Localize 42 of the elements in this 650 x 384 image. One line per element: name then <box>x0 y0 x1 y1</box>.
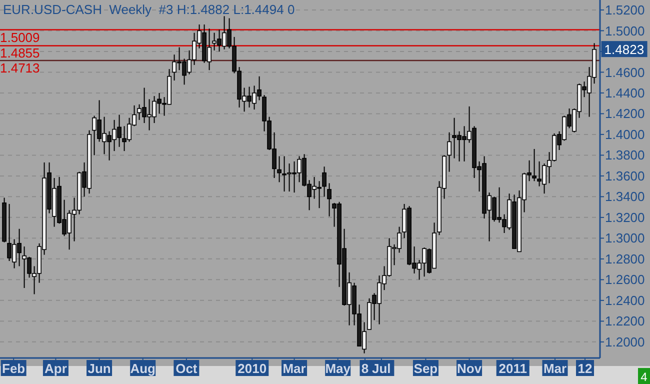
y-tick-label: 1.4200 <box>605 106 645 122</box>
candlestick <box>447 132 452 172</box>
x-tick-label: Jun <box>88 361 111 376</box>
y-tick-label: 1.2600 <box>605 272 645 288</box>
ref-line-label: 1.4855 <box>0 46 40 61</box>
x-tick-label: May <box>325 361 352 376</box>
chart-title: EUR.USD-CASH Weekly #3 H:1.4882 L:1.4494 0 <box>3 2 295 17</box>
y-tick-label: 1.4000 <box>605 126 645 142</box>
x-tick-label: 2010 <box>238 361 267 376</box>
x-tick-label: Apr <box>44 361 67 376</box>
candlestick <box>322 166 326 198</box>
text: 4 <box>640 370 648 384</box>
x-tick-label: Jul <box>372 361 391 376</box>
ref-line-label: 1.5009 <box>0 30 40 45</box>
annotation: 1.4823 <box>604 42 644 58</box>
x-tick-label: 12 <box>578 361 592 376</box>
y-tick-label: 1.2200 <box>605 314 645 329</box>
x-tick-label: Nov <box>457 361 482 376</box>
y-tick-label: 1.2000 <box>605 334 645 350</box>
candlestick <box>532 148 536 182</box>
ref-line-label: 1.4713 <box>0 60 40 76</box>
x-tick-label: Mar <box>282 361 306 376</box>
y-tick-label: 1.4600 <box>605 64 645 80</box>
x-tick-label: Feb <box>2 361 26 376</box>
x-tick-label: Sep <box>414 361 438 376</box>
candlestick <box>327 182 332 217</box>
y-tick-label: 1.5000 <box>605 23 645 38</box>
x-tick-label: 8 <box>361 361 369 376</box>
y-tick-label: 1.5200 <box>605 2 645 18</box>
y-tick-label: 1.3000 <box>605 230 645 246</box>
candlestick <box>277 156 282 183</box>
x-tick-label: Oct <box>176 361 198 376</box>
x-tick-label: Aug <box>130 361 156 376</box>
y-tick-label: 1.2800 <box>605 251 645 266</box>
y-tick-label: 1.3800 <box>605 148 645 163</box>
y-tick-label: 1.3400 <box>605 189 645 204</box>
y-tick-label: 1.3600 <box>605 168 645 184</box>
y-tick-label: 1.2400 <box>605 292 645 308</box>
x-tick-label: 2011 <box>498 361 527 376</box>
y-tick-label: 1.4400 <box>605 86 645 100</box>
y-tick-label: 1.3200 <box>605 210 645 225</box>
x-tick-label: Mar <box>543 361 567 376</box>
